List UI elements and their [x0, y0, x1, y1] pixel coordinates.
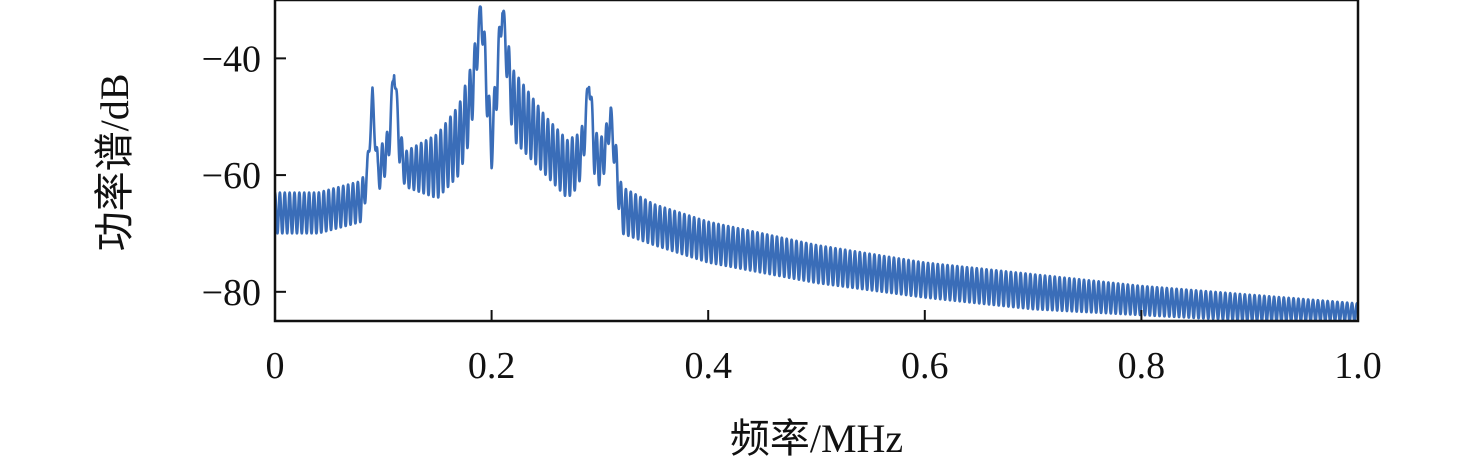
x-tick-label: 0.4 [684, 345, 732, 387]
x-tick-label: 0.6 [901, 345, 949, 387]
plot-frame [273, 0, 1360, 323]
axis-ticks: 0 0.2 0.4 0.6 0.8 1.0 −40 −60 −80 [202, 38, 1382, 387]
y-tick-label: −80 [202, 272, 261, 314]
x-tick-label: 1.0 [1334, 345, 1382, 387]
x-axis-title: 频率/MHz [730, 416, 903, 461]
y-axis-title: 功率谱/dB [92, 74, 137, 252]
x-tick-label: 0.2 [468, 345, 516, 387]
y-tick-label: −40 [202, 38, 261, 80]
x-tick-label: 0 [266, 345, 285, 387]
x-tick-label: 0.8 [1118, 345, 1166, 387]
spectrum-series-line [275, 5, 1358, 321]
plot-data-area [275, 5, 1358, 321]
y-tick-label: −60 [202, 155, 261, 197]
